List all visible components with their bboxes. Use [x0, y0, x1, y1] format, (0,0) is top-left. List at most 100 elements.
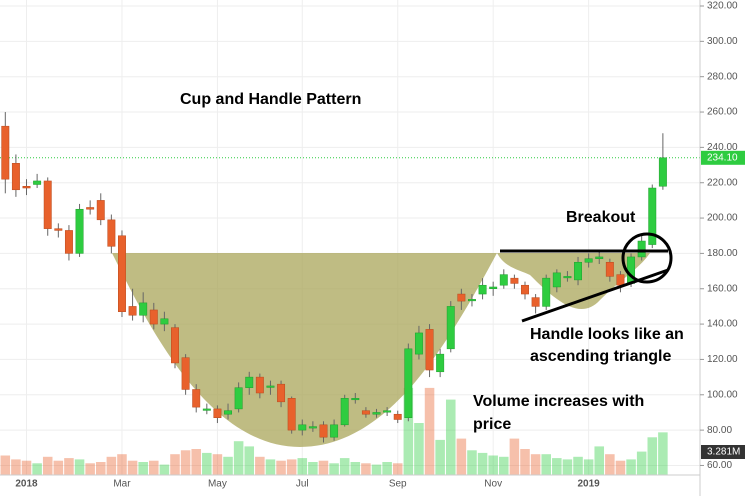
y-tick-label: 60.00	[707, 460, 732, 471]
candle-body	[542, 277, 551, 307]
y-tick-label: 100.00	[707, 389, 738, 400]
volume-bar	[339, 458, 350, 475]
candle-body	[478, 284, 487, 295]
x-tick-label: 2018	[15, 479, 38, 490]
volume-bar	[11, 459, 21, 475]
volume-bar	[74, 459, 85, 475]
candle-body	[213, 408, 222, 418]
volume-bar	[361, 463, 371, 475]
y-tick-label: 200.00	[707, 213, 738, 224]
y-tick-label: 80.00	[707, 425, 732, 436]
candle-body	[605, 261, 614, 277]
volume-bar	[106, 456, 117, 475]
volume-bar	[520, 449, 530, 475]
candle-body	[64, 230, 73, 254]
annotation: ascending triangle	[530, 348, 671, 365]
candle-body	[372, 412, 381, 415]
volume-bar	[95, 462, 106, 475]
y-tick-label: 320.00	[707, 1, 738, 12]
candle-body	[255, 376, 264, 394]
y-tick-label: 280.00	[707, 71, 738, 82]
volume-bar	[85, 463, 95, 475]
volume-bar	[297, 458, 308, 475]
candle-body	[277, 383, 286, 403]
volume-bar	[318, 460, 329, 475]
annotation: Breakout	[566, 209, 636, 226]
candle-body	[330, 424, 339, 438]
candle-body	[340, 398, 349, 426]
volume-bar	[191, 449, 201, 475]
candle-body	[43, 180, 52, 229]
volume-bar	[615, 460, 626, 475]
volume-bar	[562, 459, 573, 475]
candle-body	[361, 410, 370, 415]
volume-bar	[53, 460, 64, 475]
candle-body	[22, 186, 31, 189]
candle-body	[457, 293, 466, 302]
volume-bar	[244, 446, 255, 475]
volume-bar	[371, 464, 382, 475]
y-tick-label: 160.00	[707, 283, 738, 294]
candle-body	[298, 424, 307, 431]
candle-body	[616, 274, 625, 286]
candle-body	[319, 424, 328, 438]
volume-bar	[0, 455, 11, 475]
candle-body	[393, 413, 402, 420]
volume-bar	[509, 438, 520, 475]
volume-bar	[647, 437, 658, 475]
candle-body	[245, 376, 254, 388]
volume-bar	[223, 456, 233, 475]
volume-bar	[170, 454, 180, 475]
volume-bar	[117, 454, 127, 475]
candle-body	[266, 385, 275, 388]
candle-body	[521, 284, 529, 295]
price-tag-label: 234.10	[707, 152, 738, 163]
candle-body	[383, 410, 392, 413]
candle-body	[552, 272, 561, 288]
volume-bar	[626, 459, 636, 475]
volume-bar	[202, 452, 212, 475]
volume-bar	[276, 460, 286, 475]
volume-bar	[64, 458, 74, 475]
x-tick-label: Jul	[296, 479, 309, 490]
annotation: price	[473, 416, 511, 433]
volume-bar	[573, 456, 583, 475]
volume-bar	[233, 441, 244, 475]
volume-bar	[435, 439, 445, 475]
price-tag	[701, 150, 745, 165]
candle-body	[489, 286, 498, 289]
volume-bar	[159, 464, 170, 475]
volume-bar	[212, 454, 223, 475]
breakout-circle	[621, 232, 673, 284]
y-tick-label: 300.00	[707, 36, 738, 47]
volume-bar	[467, 450, 477, 475]
volume-bar	[138, 462, 148, 475]
volume-bar	[456, 438, 467, 475]
candle-body	[468, 299, 476, 302]
volume-bar	[308, 462, 318, 475]
volume-bar	[477, 452, 488, 475]
candle-body	[75, 208, 84, 254]
annotation: Cup and Handle Pattern	[180, 91, 361, 108]
candle-body	[33, 180, 42, 185]
candle-body	[107, 219, 116, 247]
volume-bar	[255, 456, 265, 475]
cup-handle-shape	[112, 253, 650, 447]
candle-body	[171, 327, 179, 364]
candle-body	[595, 256, 604, 259]
candle-body	[287, 398, 296, 431]
volume-bar	[658, 432, 668, 475]
candle-body	[1, 125, 10, 180]
candle-body	[351, 398, 360, 401]
candle-body	[574, 261, 582, 281]
candle-body	[414, 332, 423, 355]
candle-body	[224, 410, 232, 415]
axes: 60.00 80.00 100.00 120.00 140.00 160.00 180.00…	[15, 1, 745, 490]
y-tick-label: 180.00	[707, 248, 738, 259]
volume-bar	[530, 454, 541, 475]
candle-body	[149, 309, 158, 325]
volume-bar	[382, 462, 392, 475]
candle-body	[584, 258, 593, 263]
